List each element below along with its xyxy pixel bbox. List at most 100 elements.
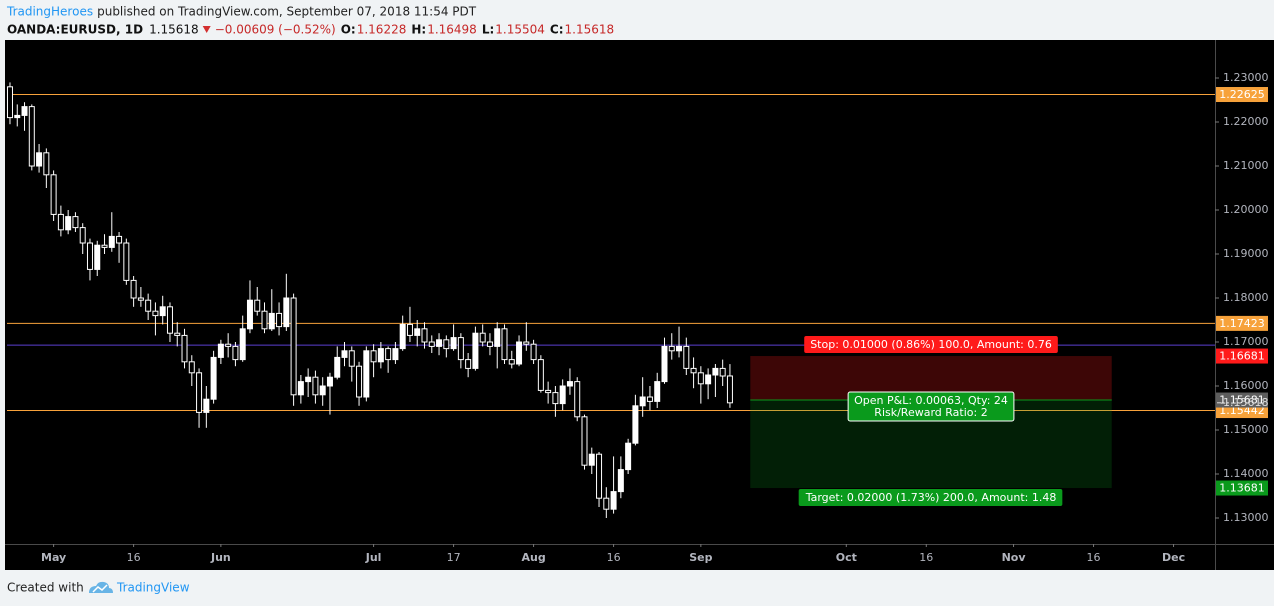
last-price-axis-label: 1.15618 xyxy=(1223,396,1269,409)
o-label: O: xyxy=(341,23,356,37)
candle-body xyxy=(174,332,181,336)
candle-body xyxy=(654,381,661,402)
candle-body xyxy=(559,385,566,405)
level-axis-label: 1.22625 xyxy=(1219,88,1265,101)
candle-body xyxy=(501,328,508,361)
entry-axis-label: 1.15681 xyxy=(1219,394,1265,407)
candle-body xyxy=(123,242,130,281)
candle-body xyxy=(639,396,646,407)
chart-bg xyxy=(5,40,1274,570)
y-tick-label: 1.19000 xyxy=(1223,247,1269,260)
candle-body xyxy=(101,244,108,248)
target-label-text: Target: 0.02000 (1.73%) 200.0, Amount: 1… xyxy=(805,491,1057,504)
author[interactable]: TradingHeroes xyxy=(6,5,93,19)
candle-body xyxy=(465,359,472,369)
y-tick-label: 1.23000 xyxy=(1223,71,1269,84)
candle-body xyxy=(399,323,406,350)
candle-body xyxy=(450,337,457,350)
candle-body xyxy=(94,244,101,270)
l-value: 1.15504 xyxy=(495,23,545,37)
candle-body xyxy=(261,310,268,330)
stop-label-text: Stop: 0.01000 (0.86%) 100.0, Amount: 0.7… xyxy=(810,338,1052,351)
candle-body xyxy=(166,306,173,334)
footer-created: Created with xyxy=(7,581,84,595)
x-tick-label: 17 xyxy=(447,551,461,564)
candle-body xyxy=(385,348,392,361)
candle-body xyxy=(21,106,28,116)
candle-body xyxy=(217,343,224,358)
candle-body xyxy=(406,323,413,336)
candle-body xyxy=(290,297,297,396)
y-tick-label: 1.18000 xyxy=(1223,291,1269,304)
stop-axis-label-bg xyxy=(1216,348,1268,364)
candle-body xyxy=(210,356,217,400)
y-tick-label: 1.16000 xyxy=(1223,379,1269,392)
candle-body xyxy=(545,389,552,394)
c-value: 1.15618 xyxy=(565,23,615,37)
candle-body xyxy=(625,442,632,471)
target-label-box xyxy=(798,489,1063,507)
candle-body xyxy=(43,152,50,176)
candle-body xyxy=(246,299,253,330)
candle-body xyxy=(690,367,697,374)
candle-body xyxy=(377,348,384,363)
candle-body xyxy=(596,453,603,499)
candle-body xyxy=(566,381,573,387)
candle-body xyxy=(494,328,501,347)
x-tick-label: Nov xyxy=(1002,551,1027,564)
header-row-1: TradingHeroes published on TradingView.co… xyxy=(6,5,477,19)
pnl-label-text: Open P&L: 0.00063, Qty: 24 xyxy=(854,394,1008,407)
x-tick-label: 16 xyxy=(919,551,933,564)
x-tick-label: Jul xyxy=(365,551,382,564)
candle-body xyxy=(196,372,203,413)
y-tick-label: 1.14000 xyxy=(1223,467,1269,480)
candle-body xyxy=(334,356,341,378)
candle-body xyxy=(239,328,246,361)
header-row-2: OANDA:EURUSD, 1D 1.15618 −0.00609 (−0.52%)… xyxy=(7,23,614,37)
candle-body xyxy=(516,341,523,365)
x-tick-label: Jun xyxy=(210,551,231,564)
candle-body xyxy=(326,376,333,387)
candle-body xyxy=(14,114,21,119)
candle-body xyxy=(79,227,86,244)
candle-body xyxy=(116,235,123,244)
candle-body xyxy=(523,341,530,345)
candle-body xyxy=(676,345,683,352)
footer-bg xyxy=(0,570,1274,606)
tradingview-logo xyxy=(89,581,113,593)
candle-body xyxy=(130,279,137,299)
candle-body xyxy=(414,328,421,336)
candle-body xyxy=(537,359,544,391)
candle-body xyxy=(436,339,443,347)
l-label: L: xyxy=(482,23,494,37)
x-tick-label: Sep xyxy=(689,551,712,564)
candle-body xyxy=(508,359,515,365)
candle-body xyxy=(188,361,195,374)
candle-body xyxy=(668,345,675,352)
candle-body xyxy=(588,453,595,466)
candle-body xyxy=(203,398,210,413)
y-tick-label: 1.15000 xyxy=(1223,423,1269,436)
candle-body xyxy=(305,376,312,383)
candle-body xyxy=(726,375,733,404)
candle-body xyxy=(530,343,537,361)
pnl-label-box xyxy=(847,391,1015,422)
pnl-label-text: Risk/Reward Ratio: 2 xyxy=(874,406,987,419)
candle-body xyxy=(683,345,690,369)
x-tick-label: Dec xyxy=(1162,551,1185,564)
candle-body xyxy=(319,385,326,396)
x-tick-label: Oct xyxy=(836,551,857,564)
candle-body xyxy=(392,348,399,361)
level-axis-label-bg xyxy=(1216,315,1268,331)
footer-brand[interactable]: TradingView xyxy=(116,581,190,595)
candle-body xyxy=(443,339,450,350)
candle-body xyxy=(457,337,464,361)
candle-body xyxy=(348,350,355,367)
candle-body xyxy=(574,381,581,418)
candle-body xyxy=(552,392,559,405)
y-tick-label: 1.21000 xyxy=(1223,159,1269,172)
candle-body xyxy=(36,152,43,167)
candle-body xyxy=(254,299,261,312)
x-tick-label: 16 xyxy=(1087,551,1101,564)
